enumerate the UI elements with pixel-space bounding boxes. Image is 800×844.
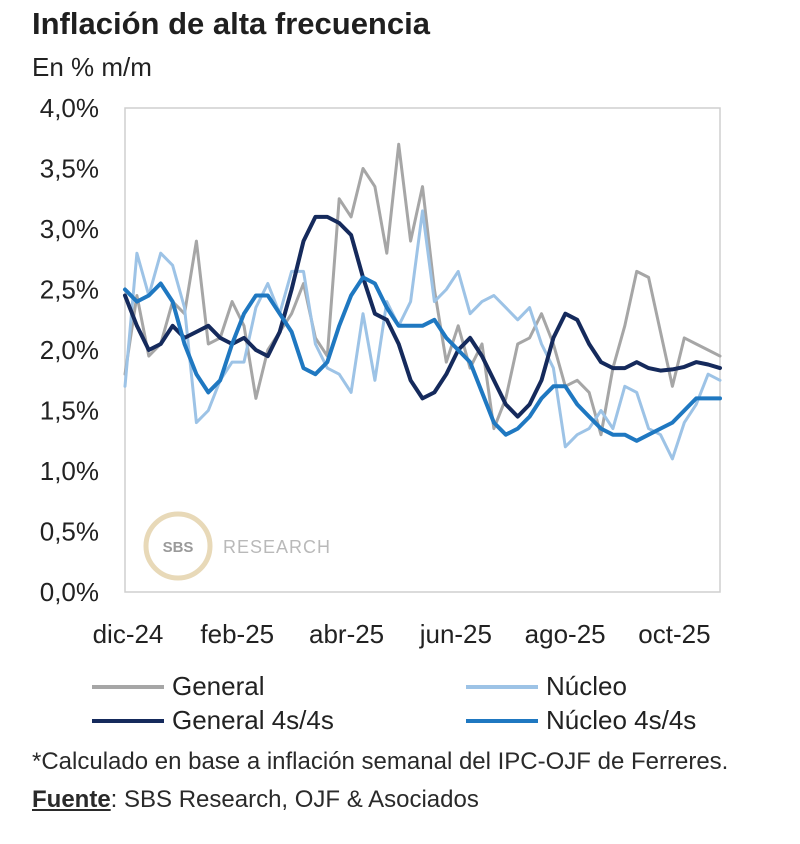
- y-tick-label: 1,0%: [40, 456, 99, 486]
- legend-swatch-general: [92, 684, 164, 689]
- watermark-text: RESEARCH: [223, 537, 331, 557]
- legend-label-nucleo: Núcleo: [546, 671, 627, 701]
- footnote: *Calculado en base a inflación semanal d…: [32, 743, 732, 819]
- line-chart: SBS RESEARCH 0,0% 0,5% 1,0% 1,5% 2,0% 2,5% 3,0…: [40, 93, 722, 649]
- x-tick-label: oct-25: [638, 619, 710, 649]
- series-line-nucleo: [123, 209, 722, 461]
- footnote-text: *Calculado en base a inflación semanal d…: [32, 748, 729, 775]
- legend-label-nucleo-4s: Núcleo 4s/4s: [546, 705, 697, 735]
- x-tick-label: feb-25: [200, 619, 274, 649]
- chart-title: Inflación de alta frecuencia: [32, 6, 430, 41]
- watermark-logo-ring: [143, 511, 213, 581]
- y-tick-label: 4,0%: [40, 93, 99, 123]
- footnote-source-text: : SBS Research, OJF & Asociados: [110, 786, 479, 813]
- series-line-nucleo-4s: [123, 275, 722, 443]
- series-line-general-4s: [123, 214, 722, 419]
- y-tick-label: 0,0%: [40, 577, 99, 607]
- legend-label-general-4s: General 4s/4s: [172, 705, 334, 735]
- legend-item-nucleo: Núcleo: [466, 671, 627, 702]
- legend-swatch-general-4s: [92, 718, 164, 723]
- y-tick-label: 1,5%: [40, 396, 99, 426]
- x-tick-label: ago-25: [525, 619, 606, 649]
- series-line-general: [123, 142, 722, 437]
- y-tick-label: 3,0%: [40, 214, 99, 244]
- y-tick-label: 2,5%: [40, 275, 99, 305]
- x-tick-label: dic-24: [93, 619, 164, 649]
- legend-swatch-nucleo-4s: [466, 718, 538, 723]
- x-tick-label: jun-25: [419, 619, 492, 649]
- legend-swatch-nucleo: [466, 684, 538, 689]
- legend-item-general: General: [92, 671, 265, 702]
- watermark-logo-text: SBS: [163, 539, 194, 556]
- plot-area-frame: [124, 107, 721, 593]
- footnote-source-label: Fuente: [32, 786, 111, 813]
- watermark: SBS RESEARCH: [143, 511, 331, 581]
- y-tick-label: 2,0%: [40, 335, 99, 365]
- chart-subtitle: En % m/m: [32, 52, 152, 82]
- legend-label-general: General: [172, 671, 265, 701]
- y-tick-label: 0,5%: [40, 517, 99, 547]
- x-tick-label: abr-25: [309, 619, 384, 649]
- legend-item-nucleo-4s: Núcleo 4s/4s: [466, 705, 696, 736]
- y-tick-label: 3,5%: [40, 154, 99, 184]
- legend-item-general-4s: General 4s/4s: [92, 705, 334, 736]
